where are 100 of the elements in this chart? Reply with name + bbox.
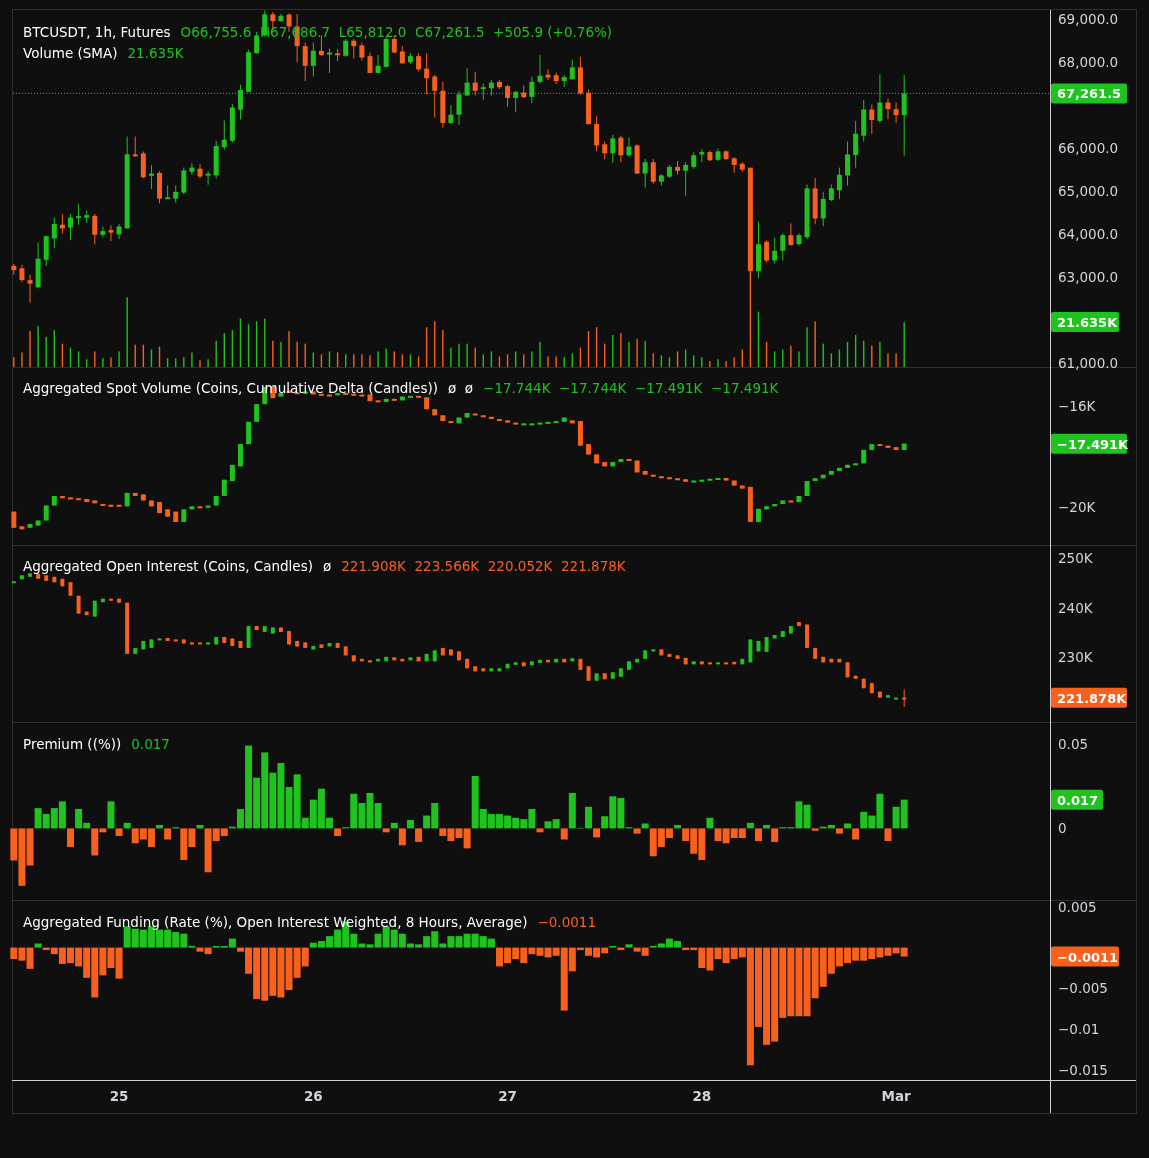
bar xyxy=(593,828,601,838)
bar xyxy=(536,828,544,833)
candlestick xyxy=(780,232,786,262)
bar xyxy=(406,819,414,829)
chart-title: Volume (SMA) xyxy=(23,45,118,61)
bar xyxy=(755,828,762,842)
candlestick xyxy=(683,161,689,197)
bar xyxy=(123,822,131,829)
text: Aggregated Open Interest (Coins, Candles) xyxy=(23,558,313,574)
bar xyxy=(374,803,382,829)
bar xyxy=(568,792,576,829)
text: ø xyxy=(322,558,332,574)
bar xyxy=(835,828,843,834)
candlestick xyxy=(165,184,171,200)
candlestick xyxy=(51,217,57,249)
bar xyxy=(852,828,860,840)
candlestick xyxy=(197,163,203,179)
text: BTCUSDT, 1h, Futures xyxy=(23,24,171,40)
y-tick-label: 240K xyxy=(1058,599,1094,616)
y-tick-label: 64,000.0 xyxy=(1058,225,1119,242)
text: Aggregated Spot Volume (Coins, Cumulative Delta (Candles)) xyxy=(23,380,438,396)
candlestick xyxy=(472,71,478,96)
annotation: 21.635K xyxy=(1057,315,1119,330)
candlestick xyxy=(820,191,826,227)
candlestick xyxy=(869,103,875,135)
candlestick xyxy=(116,223,122,240)
candlestick xyxy=(68,213,73,241)
y-tick-label: 69,000.0 xyxy=(1058,10,1119,27)
bar xyxy=(585,806,593,829)
annotation: −17.744K −17.744K −17.491K −17.491K xyxy=(483,380,780,396)
candlestick xyxy=(545,68,551,81)
candlestick xyxy=(327,48,332,74)
candlestick xyxy=(772,237,778,265)
bar xyxy=(26,947,34,969)
candlestick xyxy=(553,71,559,85)
annotation: −0.0011 xyxy=(1057,949,1119,965)
candlestick xyxy=(836,167,842,200)
bar xyxy=(811,828,819,831)
bar xyxy=(115,947,123,979)
candlestick xyxy=(845,141,851,187)
text: ø ø xyxy=(447,380,474,396)
candlestick xyxy=(92,213,98,245)
candlestick xyxy=(902,688,907,708)
bar xyxy=(115,828,123,836)
candlestick xyxy=(100,226,106,238)
bar xyxy=(26,828,34,866)
y-tick-label: 61,000.0 xyxy=(1058,354,1119,371)
candlestick xyxy=(140,151,146,179)
candlestick xyxy=(432,74,438,119)
bar xyxy=(164,828,172,840)
annotation: 221.908K 223.566K 220.052K 221.878K xyxy=(341,558,627,574)
candlestick xyxy=(246,625,251,649)
ref-line-label: 67,261.5 xyxy=(1057,86,1122,102)
candlestick xyxy=(310,42,316,77)
candlestick xyxy=(537,54,543,85)
candlestick xyxy=(205,170,211,186)
bar xyxy=(803,804,811,829)
x-tick-label: 28 xyxy=(692,1088,712,1104)
candlestick xyxy=(43,234,49,267)
bar xyxy=(633,828,641,834)
candlestick xyxy=(132,136,138,158)
y-tick-label: −20K xyxy=(1058,499,1097,516)
y-tick-label: −0.005 xyxy=(1058,980,1108,997)
bar xyxy=(34,943,42,948)
candlestick xyxy=(618,135,624,163)
candlestick xyxy=(27,274,33,304)
y-tick-label: −16K xyxy=(1058,397,1097,414)
candlestick xyxy=(108,224,114,242)
bar xyxy=(398,828,406,846)
candlestick xyxy=(893,102,899,124)
text: Aggregated Funding (Rate (%), Open Interest Weighted, 8 Hours, Average) xyxy=(23,914,528,930)
candlestick xyxy=(189,162,195,176)
candlestick xyxy=(626,137,632,158)
bar xyxy=(560,828,568,840)
text: Premium ((%)) xyxy=(23,736,122,752)
bar xyxy=(706,817,714,829)
bar xyxy=(884,828,892,842)
bar xyxy=(641,823,649,829)
x-tick-label: 26 xyxy=(303,1088,323,1104)
candlestick xyxy=(505,84,511,108)
candlestick xyxy=(569,59,575,81)
annotation: −0.0011 xyxy=(537,914,596,930)
candlestick xyxy=(594,115,600,152)
y-tick-label: −0.015 xyxy=(1058,1062,1108,1079)
annotation: 21.635K xyxy=(127,45,185,61)
bar xyxy=(67,828,74,847)
bar xyxy=(382,828,390,833)
y-tick-label: 65,000.0 xyxy=(1058,182,1119,199)
candlestick xyxy=(221,119,227,151)
candlestick xyxy=(375,54,381,74)
y-tick-label: 250K xyxy=(1058,549,1094,566)
x-tick-label: 27 xyxy=(498,1088,517,1104)
candlestick xyxy=(788,223,794,247)
x-tick-label: 25 xyxy=(109,1088,129,1104)
bar xyxy=(334,828,342,836)
bar xyxy=(390,822,398,829)
candlestick xyxy=(764,239,770,263)
y-tick-label: 230K xyxy=(1058,649,1094,666)
candlestick xyxy=(610,134,616,164)
annotation: 0.017 xyxy=(131,736,170,752)
